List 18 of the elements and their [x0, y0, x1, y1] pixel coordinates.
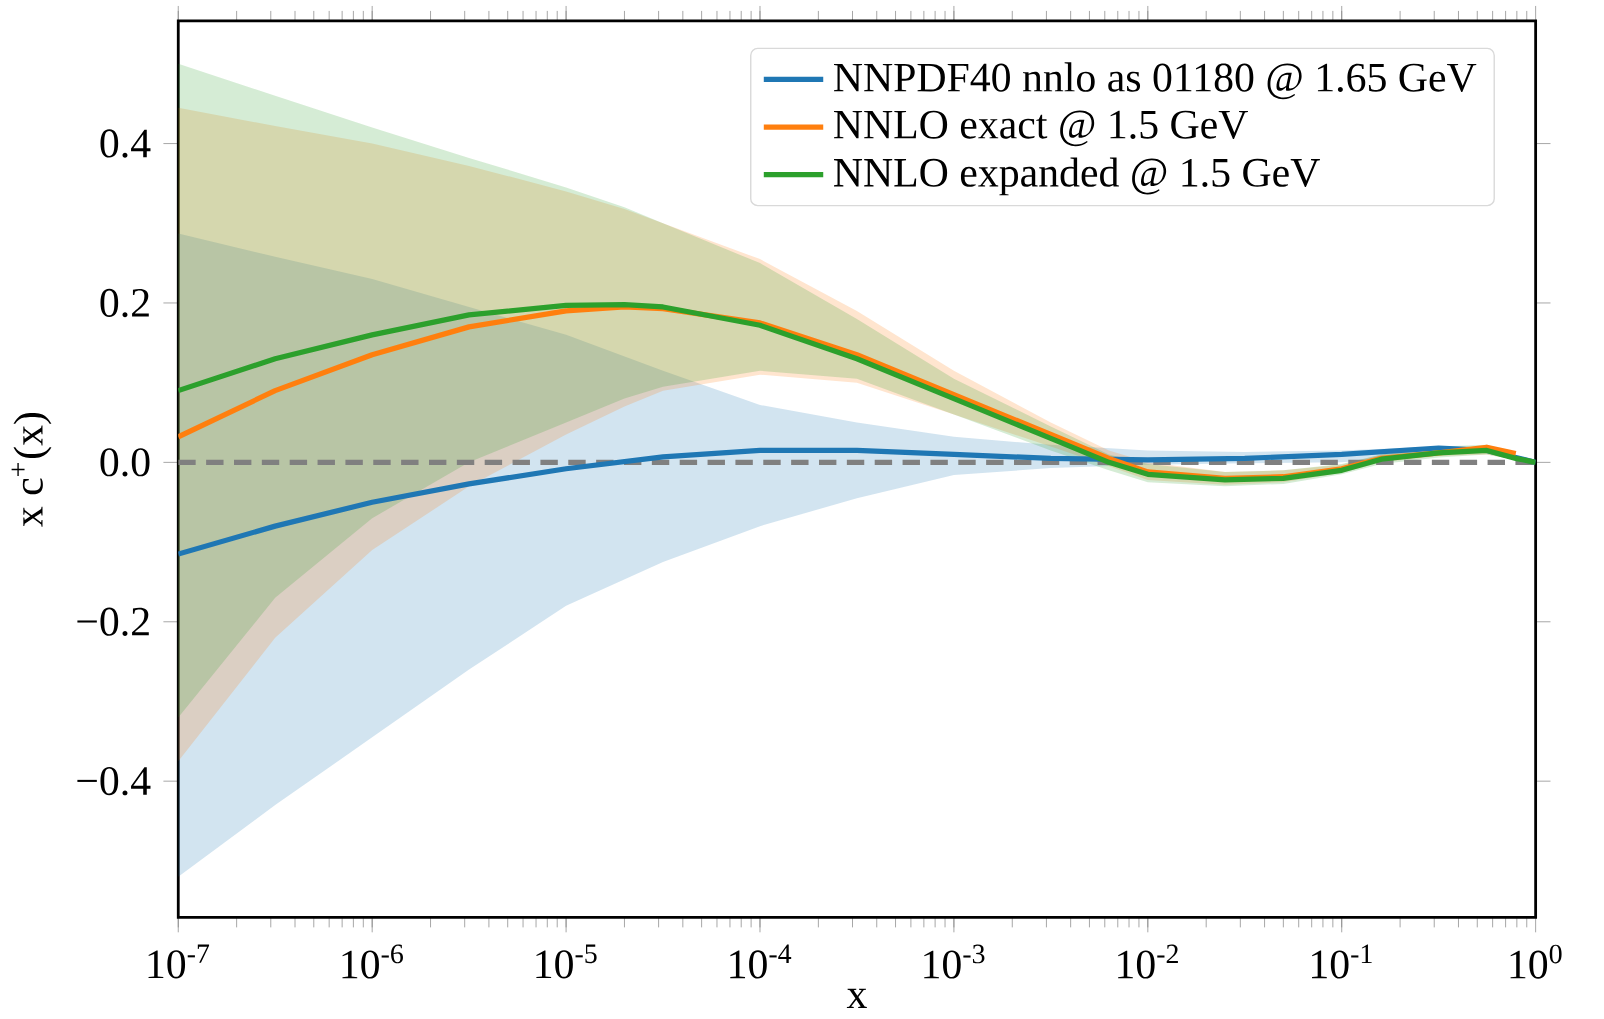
y-tick-label: 0.4: [100, 129, 151, 158]
x-tick-label: 10$^{-1}$: [1312, 944, 1372, 979]
x-tick-label: 10$^{-6}$: [342, 944, 403, 979]
x-tick-label: 10$^{0}$: [1510, 944, 1562, 979]
x-axis-title: x: [846, 988, 867, 1008]
legend-label: NNLO exact @ 1.5 GeV: [834, 110, 1248, 146]
y-tick-label: −0.4: [77, 766, 151, 796]
legend-label: NNLO expanded @ 1.5 GeV: [834, 157, 1320, 196]
x-tick-label: 10$^{-7}$: [148, 944, 210, 979]
legend-label: NNPDF40 nnlo as 01180 @ 1.65 GeV: [834, 62, 1477, 100]
x-tick-label: 10$^{-3}$: [924, 944, 985, 979]
y-tick-label: −0.2: [77, 607, 149, 636]
y-axis-title: x c$^{+}$(x): [11, 412, 52, 527]
x-tick-label: 10$^{-2}$: [1118, 944, 1178, 979]
x-tick-label: 10$^{-4}$: [730, 944, 792, 979]
y-tick-label: 0.2: [100, 288, 149, 317]
y-tick-label: 0.0: [100, 447, 150, 477]
x-tick-label: 10$^{-5}$: [536, 944, 597, 979]
